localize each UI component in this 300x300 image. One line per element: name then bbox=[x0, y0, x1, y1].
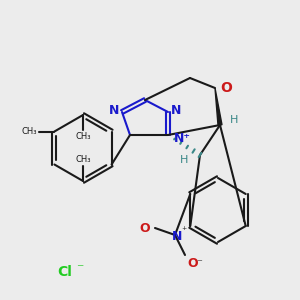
Text: H: H bbox=[230, 115, 238, 125]
Text: CH₃: CH₃ bbox=[75, 132, 91, 141]
Text: ⁺: ⁺ bbox=[182, 226, 187, 236]
Text: N: N bbox=[172, 230, 182, 244]
Text: CH₃: CH₃ bbox=[22, 127, 38, 136]
Text: N⁺: N⁺ bbox=[174, 131, 191, 145]
Text: ⁻: ⁻ bbox=[76, 262, 84, 276]
Text: N: N bbox=[109, 104, 119, 118]
Text: O: O bbox=[140, 221, 150, 235]
Text: CH₃: CH₃ bbox=[75, 155, 91, 164]
Text: N: N bbox=[171, 104, 181, 118]
Text: O: O bbox=[220, 81, 232, 95]
Text: ⁻: ⁻ bbox=[196, 258, 202, 268]
Text: H: H bbox=[180, 155, 188, 165]
Polygon shape bbox=[215, 88, 222, 125]
Text: Cl: Cl bbox=[58, 265, 72, 279]
Text: O: O bbox=[187, 257, 198, 270]
